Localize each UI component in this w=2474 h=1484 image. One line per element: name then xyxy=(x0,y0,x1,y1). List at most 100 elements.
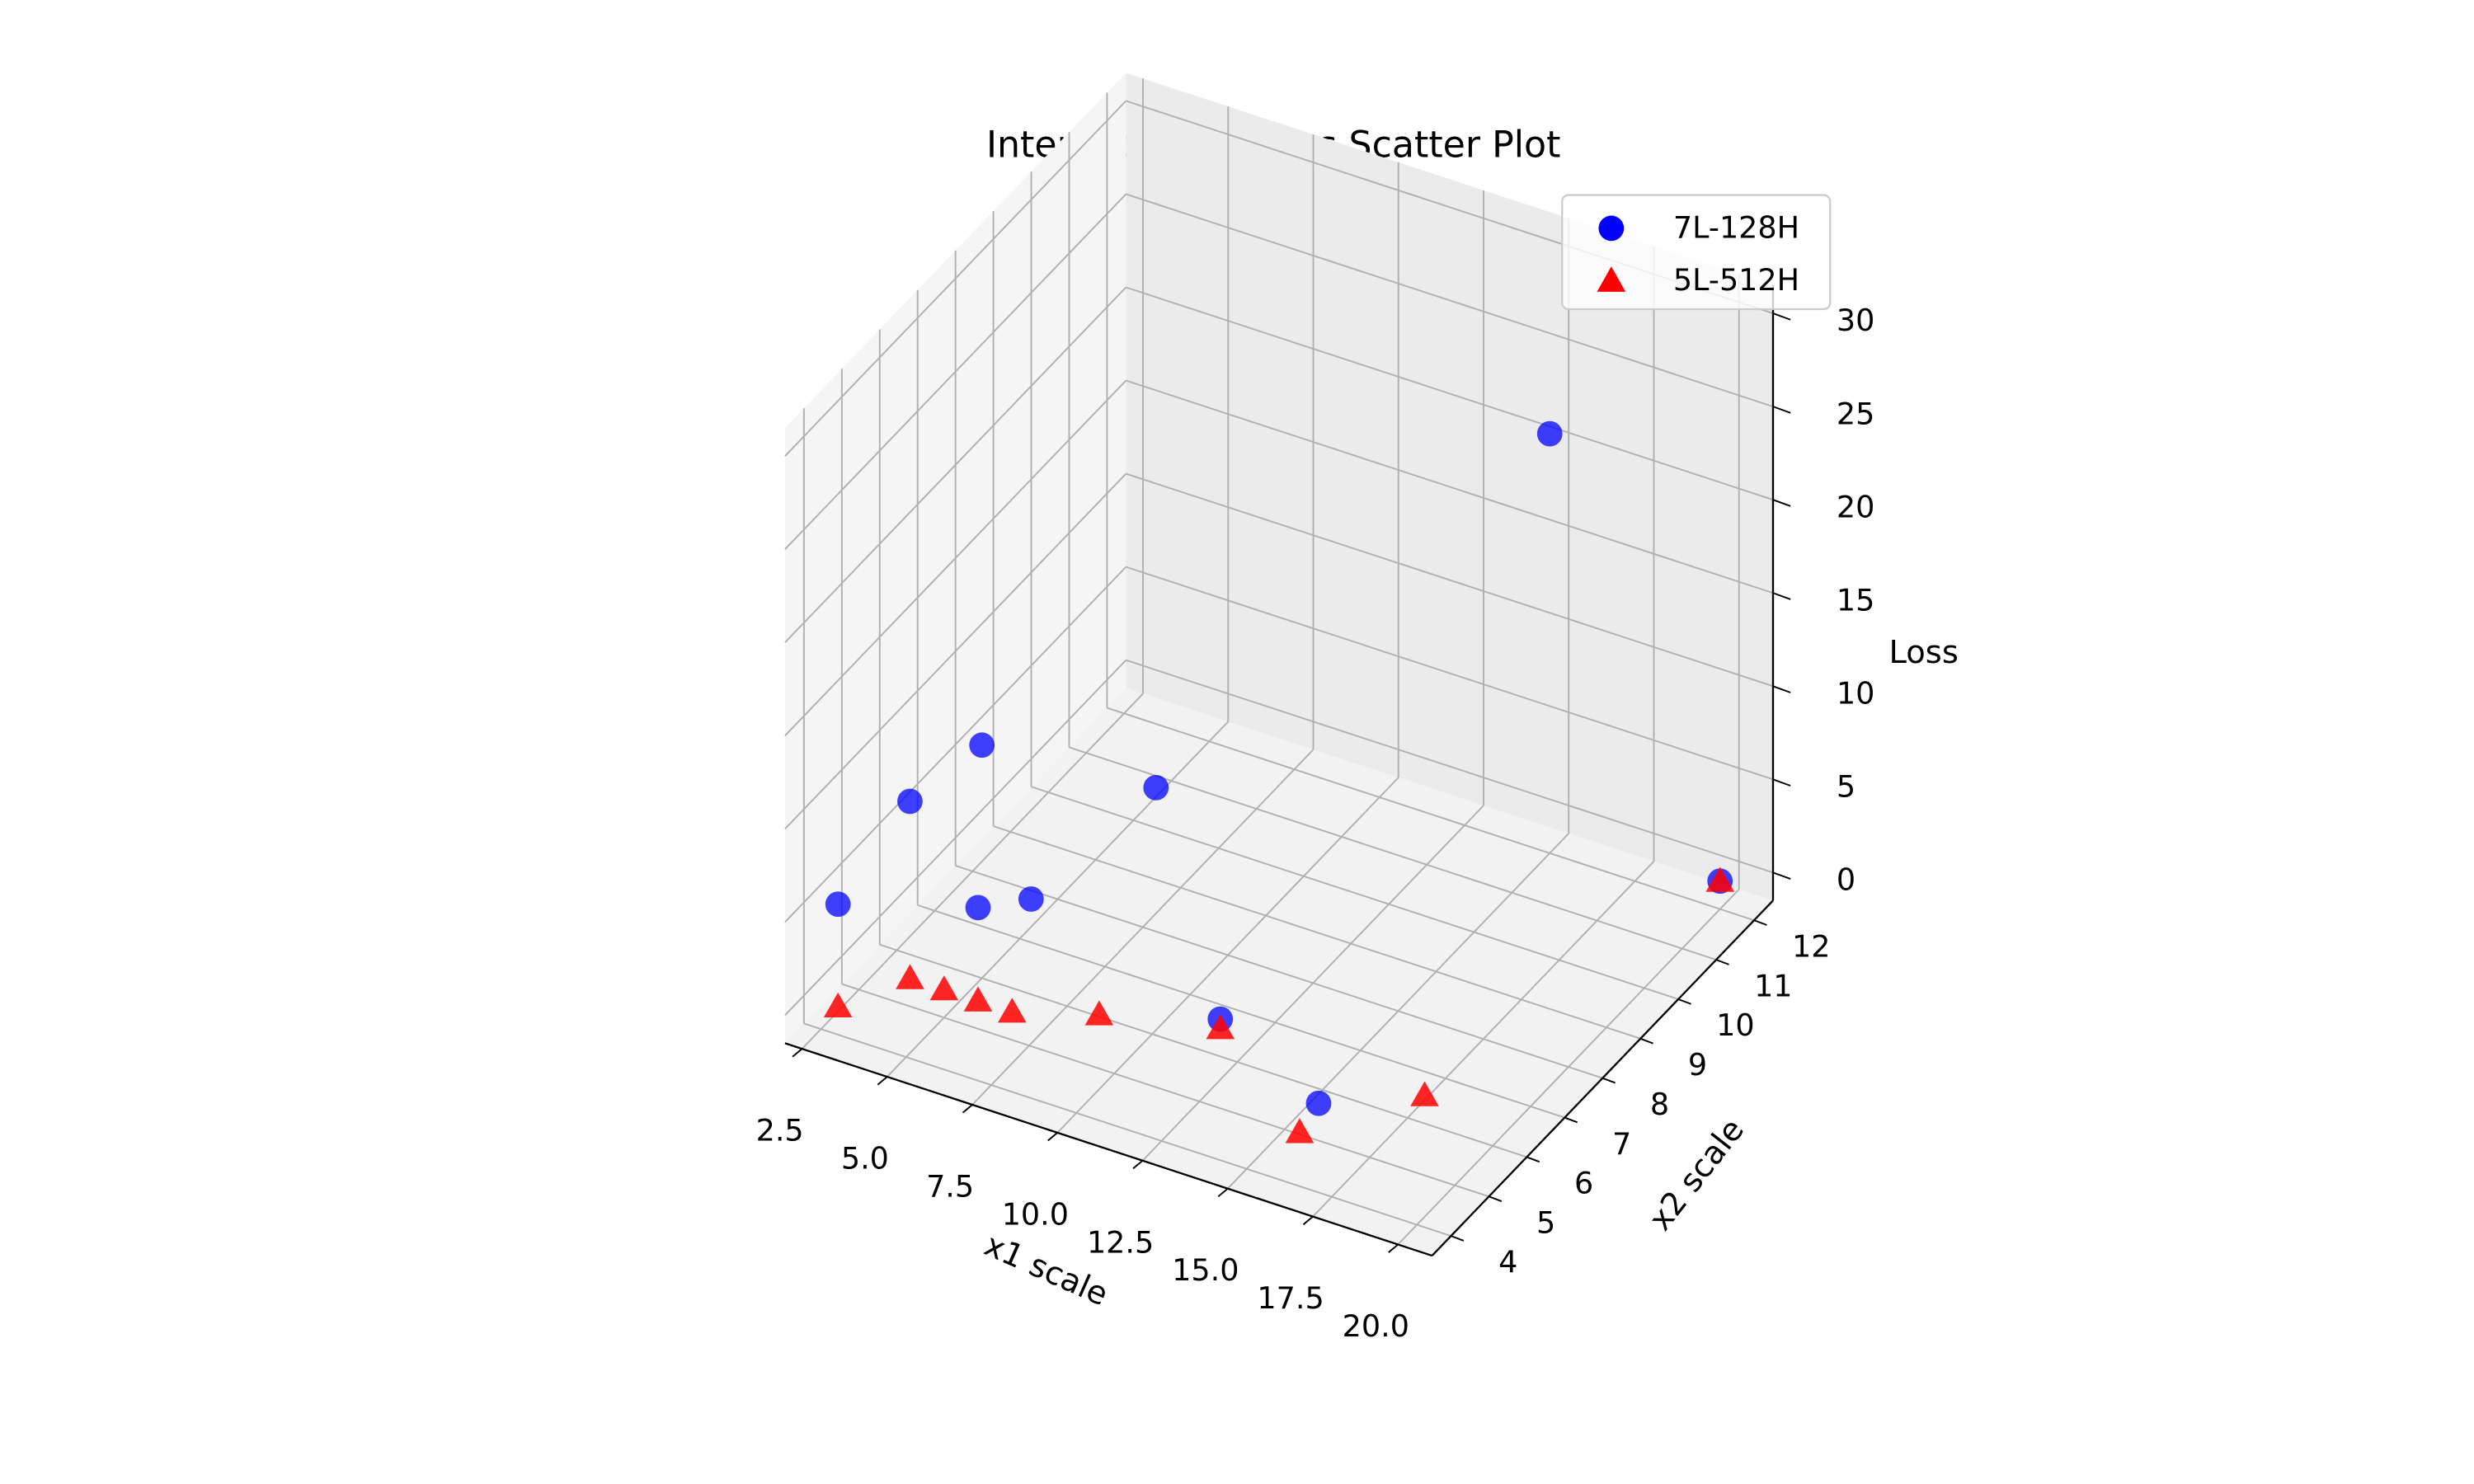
point-7l-128h xyxy=(1143,775,1169,801)
legend-marker-5l-512h xyxy=(1597,266,1626,292)
point-5l-512h xyxy=(929,975,959,1001)
y-axis-label: x2 scale xyxy=(1642,1112,1752,1238)
x-tick-label: 17.5 xyxy=(1257,1280,1324,1316)
point-5l-512h xyxy=(896,964,924,989)
z-tick-label: 0 xyxy=(1837,862,1856,898)
x-tick xyxy=(1388,1243,1399,1253)
x-tick-label: 7.5 xyxy=(926,1169,974,1205)
z-tick xyxy=(1772,685,1791,693)
x-tick-label: 10.0 xyxy=(1002,1196,1069,1232)
grid-line-y-floor xyxy=(1107,707,1755,922)
grid-line-z-back xyxy=(1126,286,1774,501)
y-tick xyxy=(1639,1037,1653,1045)
y-tick-label: 4 xyxy=(1498,1244,1517,1280)
z-tick-label: 20 xyxy=(1837,489,1874,524)
z-tick-label: 30 xyxy=(1837,303,1874,338)
point-5l-512h xyxy=(1206,1014,1235,1040)
grid-line-z-side xyxy=(784,566,1127,923)
y-tick-label: 6 xyxy=(1574,1166,1593,1201)
tick-marks: 2.55.07.510.012.515.017.520.045678910111… xyxy=(756,303,1875,1344)
y-tick-label: 12 xyxy=(1792,928,1830,964)
grid-line-y-floor xyxy=(803,1022,1451,1237)
y-tick xyxy=(1753,919,1767,926)
y-tick-label: 11 xyxy=(1754,968,1792,1003)
x-tick xyxy=(1302,1215,1314,1225)
legend-marker-7l-128h xyxy=(1598,215,1625,242)
z-tick-label: 10 xyxy=(1837,675,1874,711)
point-7l-128h xyxy=(825,891,851,918)
grid-line-z-side xyxy=(784,193,1127,550)
y-tick-label: 7 xyxy=(1612,1126,1631,1162)
point-7l-128h xyxy=(965,895,991,921)
grid-line-z-side xyxy=(784,379,1127,736)
y-tick xyxy=(1526,1156,1540,1163)
y-tick xyxy=(1489,1195,1503,1202)
point-5l-512h xyxy=(1705,866,1735,892)
x-tick xyxy=(877,1076,888,1086)
x-tick-label: 2.5 xyxy=(756,1113,804,1148)
data-markers xyxy=(823,420,1735,1144)
y-tick-label: 10 xyxy=(1716,1007,1754,1043)
y-tick xyxy=(1602,1077,1616,1084)
grid-line-z-back xyxy=(1126,566,1774,781)
z-tick-label: 5 xyxy=(1837,768,1856,804)
point-7l-128h xyxy=(1305,1090,1332,1116)
grid-lines xyxy=(784,78,1774,1246)
point-5l-512h xyxy=(1410,1081,1439,1106)
grid-line-y-floor xyxy=(879,943,1527,1158)
z-tick-label: 25 xyxy=(1837,396,1874,431)
point-5l-512h xyxy=(823,992,853,1018)
y-tick xyxy=(1451,1235,1465,1242)
x-tick xyxy=(962,1104,973,1114)
z-tick-label: 15 xyxy=(1837,582,1874,618)
grid-line-z-back xyxy=(1126,193,1774,408)
y-tick-label: 5 xyxy=(1536,1205,1555,1241)
grid-line-z-side xyxy=(784,660,1127,1017)
point-5l-512h xyxy=(963,986,993,1012)
legend: 7L-128H 5L-512H xyxy=(1561,194,1832,311)
z-tick xyxy=(1772,778,1791,787)
grid-line-z-side xyxy=(784,286,1127,643)
x-tick-label: 5.0 xyxy=(841,1141,889,1176)
y-tick-label: 9 xyxy=(1688,1047,1707,1082)
legend-box xyxy=(1561,194,1832,311)
point-7l-128h xyxy=(969,732,995,758)
point-5l-512h xyxy=(998,998,1027,1023)
z-tick xyxy=(1772,871,1791,880)
z-tick xyxy=(1772,406,1791,414)
grid-line-y-floor xyxy=(993,825,1641,1040)
grid-line-y-floor xyxy=(1031,786,1679,1000)
point-7l-128h xyxy=(1018,886,1044,912)
y-tick xyxy=(1564,1116,1578,1124)
x-axis-line xyxy=(784,1042,1432,1257)
y-tick xyxy=(1677,998,1691,1005)
x-tick xyxy=(1217,1187,1229,1198)
x-tick-label: 12.5 xyxy=(1087,1224,1154,1260)
z-tick xyxy=(1772,592,1791,600)
x-tick xyxy=(1132,1160,1144,1170)
x-tick xyxy=(1047,1132,1058,1142)
point-7l-128h xyxy=(897,788,923,815)
grid-line-z-side xyxy=(784,472,1127,830)
legend-label-5l-512h: 5L-512H xyxy=(1673,262,1799,298)
grid-line-y-floor xyxy=(955,865,1603,1079)
point-5l-512h xyxy=(1285,1118,1315,1144)
grid-line-y-floor xyxy=(841,983,1489,1198)
point-5l-512h xyxy=(1084,1000,1114,1026)
z-axis-label: Loss xyxy=(1889,634,1959,671)
y-tick-label: 8 xyxy=(1650,1087,1669,1122)
grid-line-y-floor xyxy=(1069,746,1717,961)
z-tick xyxy=(1772,312,1791,321)
grid-line-z-back xyxy=(1126,379,1774,594)
point-7l-128h xyxy=(1536,420,1563,447)
grid-line-z-back xyxy=(1126,659,1774,874)
z-tick xyxy=(1772,499,1791,507)
grid-line-z-back xyxy=(1126,472,1774,688)
x-tick xyxy=(792,1048,803,1058)
legend-label-7l-128h: 7L-128H xyxy=(1673,209,1799,245)
x-tick-label: 20.0 xyxy=(1343,1308,1409,1344)
grid-line-z-side xyxy=(784,100,1127,457)
y-tick xyxy=(1715,959,1729,965)
grid-line-y-floor xyxy=(917,904,1565,1119)
